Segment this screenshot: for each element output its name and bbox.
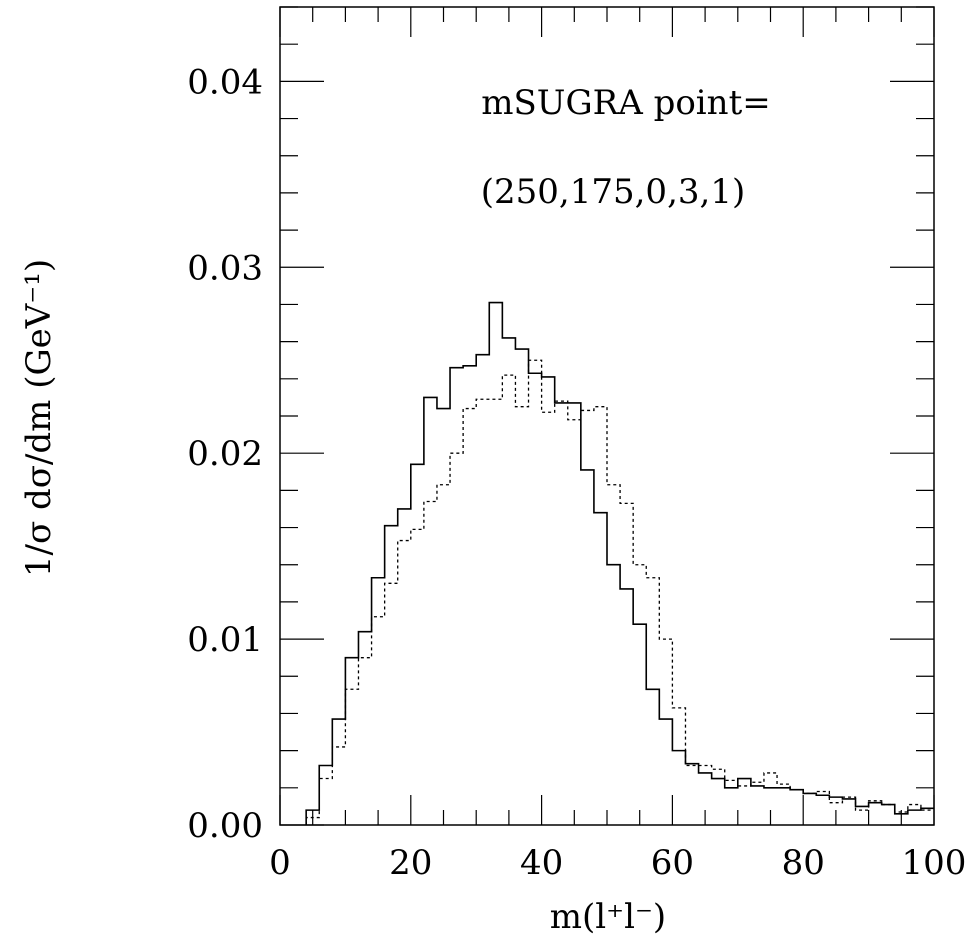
x-axis-title: m(l⁺l⁻) xyxy=(550,897,666,937)
x-tick-label: 100 xyxy=(902,843,967,883)
series-dotted-histogram xyxy=(305,359,934,825)
series-layer xyxy=(305,301,934,825)
x-tick-label: 80 xyxy=(782,843,825,883)
y-tick-label: 0.04 xyxy=(187,62,263,102)
annotation-line-1: mSUGRA point= xyxy=(481,83,770,123)
x-tick-label: 40 xyxy=(520,843,563,883)
x-tick-label: 60 xyxy=(651,843,694,883)
x-tick-labels: 0 20 40 60 80 100 xyxy=(269,843,966,883)
minor-ticks xyxy=(280,6,934,825)
y-tick-label: 0.03 xyxy=(187,248,263,288)
x-tick-label: 20 xyxy=(389,843,432,883)
y-tick-label: 0.01 xyxy=(187,620,263,660)
major-ticks xyxy=(279,7,935,826)
annotation-line-2: (250,175,0,3,1) xyxy=(481,172,745,212)
series-solid-histogram xyxy=(305,301,934,825)
y-axis-title: 1/σ dσ/dm (GeV⁻¹) xyxy=(19,259,59,577)
y-tick-labels: 0.00 0.01 0.02 0.03 0.04 xyxy=(187,62,263,846)
x-tick-label: 0 xyxy=(269,843,291,883)
y-tick-label: 0.00 xyxy=(187,806,263,846)
y-tick-label: 0.02 xyxy=(187,434,263,474)
